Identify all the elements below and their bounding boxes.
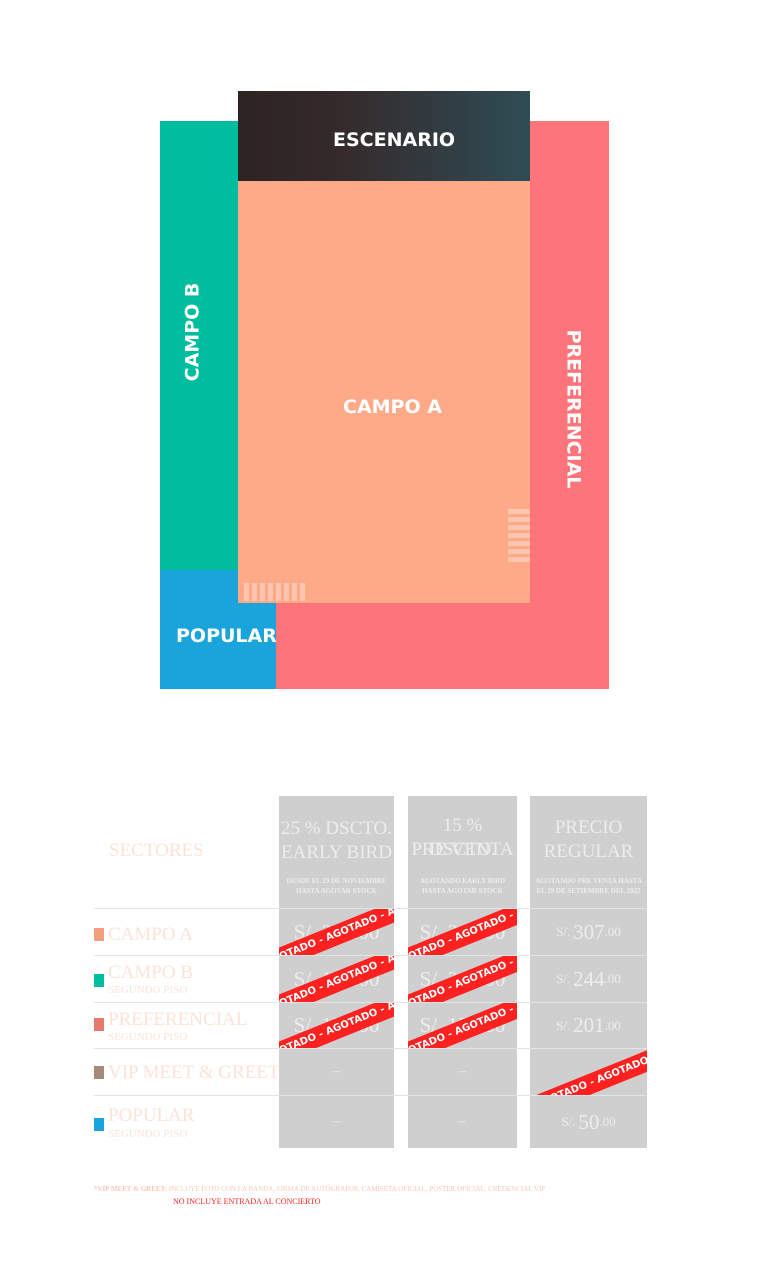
col3-note-1: AGOTANDO PRE VENTA HASTA — [534, 877, 643, 885]
row-divider — [94, 955, 647, 956]
row-divider — [94, 1095, 647, 1096]
sector-name: CAMPO B — [108, 962, 193, 983]
currency-symbol: S/. — [556, 924, 571, 939]
sector-sub: SEGUNDO PISO — [108, 1031, 188, 1043]
sector-name: CAMPO A — [108, 924, 193, 945]
sector-color-swatch — [94, 1018, 104, 1031]
sectors-header: SECTORES — [109, 840, 204, 861]
sector-sub: SEGUNDO PISO — [108, 1128, 188, 1140]
price-decimal: .00 — [604, 1017, 621, 1033]
row-divider — [94, 1048, 647, 1049]
sector-name: PREFERENCIAL — [108, 1009, 248, 1030]
stage-label: ESCENARIO — [333, 129, 456, 151]
col2-title-1: 15 % DSCTO. — [429, 815, 496, 860]
currency-symbol: S/. — [561, 1114, 576, 1129]
zone-preferencial-label: PREFERENCIAL — [562, 329, 585, 489]
col2-note-2: HASTA AGOTAR STOCK — [422, 887, 503, 895]
col2-title-2: PRE VENTA — [411, 839, 514, 860]
price-cell-pre: – — [408, 1096, 517, 1148]
col1-note-2: HASTA AGOTAR STOCK — [296, 887, 377, 895]
price-cell-pre: S/. 261.00 AGOTADO - AGOTADO - AGOTADO -… — [408, 909, 517, 955]
zone-campo-a[interactable]: CAMPO A — [238, 181, 530, 603]
footnote-text: INCLUYE FOTO CON LA BANDA, FIRMA DE AUTÓ… — [168, 1185, 546, 1193]
price-value: – — [459, 1064, 466, 1079]
col1-note-1: DESDE EL 29 DE NOVIEMBRE — [286, 877, 387, 885]
price-integer: 307 — [573, 919, 605, 944]
zone-preferencial[interactable]: PREFERENCIAL — [530, 121, 609, 689]
price-cell-regular: AGOTADO - AGOTADO - AGOTADO - AGOTADO — [530, 1049, 647, 1095]
sector-name: VIP MEET & GREET — [108, 1062, 280, 1083]
zone-campo-b-label: CAMPO B — [181, 282, 204, 382]
price-cell-regular: S/. 201 .00 — [530, 1003, 647, 1048]
price-cell-regular: S/. 50 .00 — [530, 1096, 647, 1148]
price-cell-regular: S/. 307 .00 — [530, 909, 647, 955]
col3-title-2: REGULAR — [543, 841, 634, 862]
sold-out-ribbon: AGOTADO - AGOTADO - AGOTADO - AGOTADO — [532, 1049, 647, 1095]
sector-name: POPULAR — [108, 1105, 195, 1126]
col3-note-2: EL 29 DE SETIEMBRE DEL 2025 — [536, 887, 641, 895]
zone-campo-b[interactable]: CAMPO B — [160, 121, 238, 570]
sector-sub: SEGUNDO PISO — [108, 984, 188, 996]
price-cell-pre: – — [408, 1049, 517, 1095]
price-value: – — [333, 1114, 340, 1129]
footnote-label: *VIP MEET & GREET: — [94, 1185, 168, 1193]
price-decimal: .00 — [599, 1114, 616, 1129]
row-divider — [94, 908, 647, 909]
zone-campo-a-label: CAMPO A — [343, 396, 442, 418]
price-cell-early: – — [279, 1096, 394, 1148]
price-cell-early: S/. 151.00 AGOTADO - AGOTADO - AGOTADO -… — [279, 1003, 394, 1048]
stairs-bottom — [244, 583, 308, 606]
price-cell-regular: S/. 244 .00 — [530, 956, 647, 1002]
sector-color-swatch — [94, 974, 104, 987]
price-integer: 50 — [578, 1109, 600, 1134]
price-cell-pre: S/. 207.00 AGOTADO - AGOTADO - AGOTADO -… — [408, 956, 517, 1002]
price-integer: 201 — [573, 1013, 605, 1037]
price-decimal: .00 — [604, 971, 621, 986]
stage: ESCENARIO — [238, 91, 530, 181]
currency-symbol: S/. — [556, 971, 571, 986]
price-cell-early: – — [279, 1049, 394, 1095]
price-integer: 244 — [573, 966, 605, 991]
col1-title-1: 25 % DSCTO. — [280, 818, 393, 839]
col2-note-1: AGOTANDO EARLY BIRD — [419, 877, 506, 885]
currency-symbol: S/. — [556, 1017, 571, 1033]
sector-color-swatch — [94, 1066, 104, 1079]
price-cell-early: S/. 230.00 AGOTADO - AGOTADO - AGOTADO -… — [279, 909, 394, 955]
row-divider — [94, 1002, 647, 1003]
sector-color-swatch — [94, 1118, 104, 1131]
zone-popular-label: POPULAR — [176, 625, 277, 647]
stairs-right — [508, 509, 530, 565]
price-cell-pre: S/. 171.00 AGOTADO - AGOTADO - AGOTADO -… — [408, 1003, 517, 1048]
price-value: – — [333, 1064, 340, 1079]
col1-title-2: EARLY BIRD — [281, 842, 392, 863]
price-decimal: .00 — [604, 924, 621, 939]
price-cell-early: S/. 183.00 AGOTADO - AGOTADO - AGOTADO -… — [279, 956, 394, 1002]
zone-preferencial-bottom[interactable] — [276, 603, 609, 689]
sector-color-swatch — [94, 928, 104, 941]
footnote-warning: NO INCLUYE ENTRADA AL CONCIERTO — [173, 1197, 321, 1206]
footnote: *VIP MEET & GREET: INCLUYE FOTO CON LA B… — [94, 1185, 545, 1193]
col3-title-1: PRECIO — [554, 817, 623, 838]
price-value: – — [459, 1114, 466, 1129]
